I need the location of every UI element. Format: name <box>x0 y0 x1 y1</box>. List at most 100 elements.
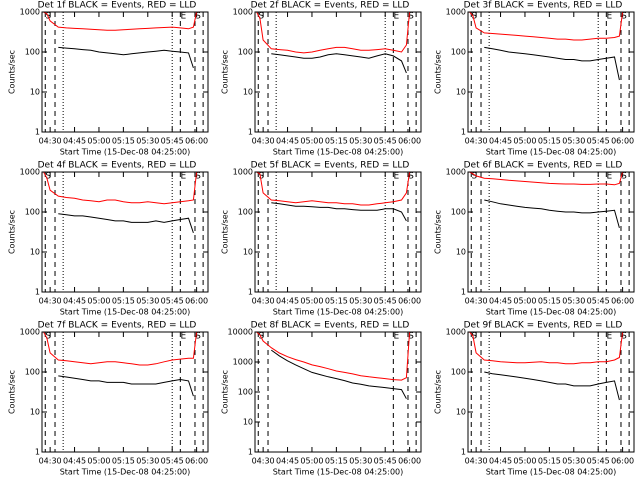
y-tick-label: 1 <box>35 288 40 297</box>
y-axis-label: Counts/sec <box>434 50 443 94</box>
panel: Det 7f BLACK = Events, RED = LLD Start Ti… <box>8 321 209 477</box>
y-tick-label: 1 <box>461 448 466 457</box>
series-line <box>469 331 624 365</box>
x-tick-label: 05:45 <box>161 297 184 306</box>
y-axis-label: Counts/sec <box>434 210 443 254</box>
x-tick-label: 05:00 <box>87 137 110 146</box>
plot-frame <box>467 11 635 133</box>
x-tick-label: 05:45 <box>374 297 397 306</box>
marker-label: S <box>195 172 201 182</box>
x-tick-label: 05:30 <box>136 457 159 466</box>
x-tick-label: 05:30 <box>562 137 585 146</box>
panel-title: Det 2f BLACK = Events, RED = LLD <box>251 1 410 11</box>
series-line <box>43 171 198 205</box>
marker-label: S <box>621 172 627 182</box>
x-axis-label: Start Time (15-Dec-08 04:25:00) <box>273 468 404 477</box>
panel: Det 2f BLACK = Events, RED = LLD Start Ti… <box>221 1 422 157</box>
x-tick-label: 06:00 <box>185 457 208 466</box>
y-axis-label: Counts/sec <box>434 370 443 414</box>
y-tick-label: 1000 <box>446 328 466 337</box>
x-tick-label: 04:30 <box>465 457 488 466</box>
y-axis-label: Counts/sec <box>8 210 17 254</box>
panel-title: Det 7f BLACK = Events, RED = LLD <box>38 321 197 331</box>
x-tick-label: 05:15 <box>112 137 135 146</box>
x-tick-label: 05:15 <box>538 457 561 466</box>
marker-label: S <box>258 12 264 22</box>
marker-label: S <box>258 172 264 182</box>
series-line <box>271 53 407 74</box>
panel: Det 4f BLACK = Events, RED = LLD Start Ti… <box>8 161 209 317</box>
series-line <box>43 331 198 366</box>
y-tick-label: 1 <box>461 128 466 137</box>
x-axis-label: Start Time (15-Dec-08 04:25:00) <box>60 148 191 157</box>
series-line <box>271 202 407 222</box>
marker-label: S <box>258 332 264 342</box>
y-tick-label: 10 <box>243 248 253 257</box>
plot-frame <box>41 171 209 293</box>
x-tick-label: 06:00 <box>611 297 634 306</box>
x-tick-label: 05:00 <box>300 137 323 146</box>
x-tick-label: 05:15 <box>538 297 561 306</box>
x-tick-label: 05:00 <box>513 297 536 306</box>
x-tick-label: 05:00 <box>513 137 536 146</box>
series-line <box>256 11 411 54</box>
marker-label: S <box>408 332 414 342</box>
plot-frame <box>41 331 209 453</box>
y-tick-label: 1 <box>248 288 253 297</box>
x-axis-label: Start Time (15-Dec-08 04:25:00) <box>273 308 404 317</box>
marker-label: E <box>180 332 186 342</box>
x-tick-label: 05:30 <box>349 297 372 306</box>
y-tick-label: 10 <box>243 418 253 427</box>
x-tick-label: 05:45 <box>161 137 184 146</box>
x-tick-label: 04:30 <box>465 297 488 306</box>
y-tick-label: 100 <box>451 48 466 57</box>
series-line <box>58 46 194 69</box>
y-tick-label: 1000 <box>233 358 253 367</box>
series-line <box>58 213 194 234</box>
y-tick-label: 10 <box>456 248 466 257</box>
x-tick-label: 05:00 <box>87 457 110 466</box>
x-tick-label: 04:45 <box>276 457 299 466</box>
y-axis-label: Counts/sec <box>221 210 230 254</box>
series-line <box>58 375 194 397</box>
x-tick-label: 06:00 <box>398 137 421 146</box>
y-tick-label: 100 <box>25 208 40 217</box>
y-axis-label: Counts/sec <box>8 370 17 414</box>
panel-title: Det 5f BLACK = Events, RED = LLD <box>251 161 410 171</box>
series-line <box>256 331 411 381</box>
y-tick-label: 1 <box>461 288 466 297</box>
x-tick-label: 04:45 <box>489 297 512 306</box>
x-tick-label: 04:30 <box>39 137 62 146</box>
marker-label: E <box>180 12 186 22</box>
series-line <box>469 171 624 186</box>
y-tick-label: 100 <box>25 368 40 377</box>
series-line <box>484 371 620 401</box>
x-tick-label: 04:45 <box>489 457 512 466</box>
plot-frame <box>467 171 635 293</box>
x-tick-label: 05:00 <box>513 457 536 466</box>
x-tick-label: 05:45 <box>374 457 397 466</box>
marker-label: S <box>471 332 477 342</box>
x-tick-label: 05:30 <box>349 137 372 146</box>
marker-label: E <box>606 332 612 342</box>
marker-label: E <box>606 12 612 22</box>
x-tick-label: 05:30 <box>562 457 585 466</box>
x-tick-label: 04:30 <box>252 137 275 146</box>
marker-label: S <box>195 12 201 22</box>
x-tick-label: 04:45 <box>276 137 299 146</box>
x-tick-label: 04:45 <box>63 137 86 146</box>
y-tick-label: 100 <box>238 388 253 397</box>
marker-label: E <box>606 172 612 182</box>
series-line <box>469 11 624 41</box>
x-tick-label: 05:45 <box>587 137 610 146</box>
y-tick-label: 1000 <box>446 8 466 17</box>
y-tick-label: 1 <box>248 448 253 457</box>
x-tick-label: 05:30 <box>349 457 372 466</box>
x-tick-label: 05:15 <box>325 137 348 146</box>
plot-frame <box>254 171 422 293</box>
y-tick-label: 10 <box>30 88 40 97</box>
x-tick-label: 04:30 <box>252 457 275 466</box>
x-tick-label: 04:30 <box>39 297 62 306</box>
series-line <box>484 46 620 81</box>
x-tick-label: 05:15 <box>538 137 561 146</box>
